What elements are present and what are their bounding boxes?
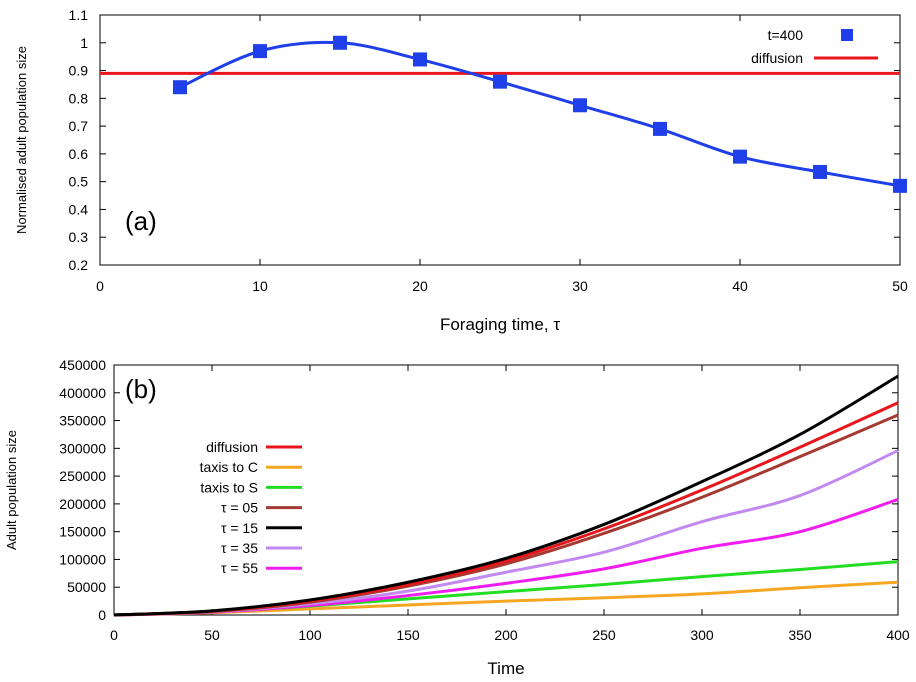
series-line--15 xyxy=(113,374,899,617)
y-tick-label: 0.7 xyxy=(69,118,89,134)
panel-b-label: (b) xyxy=(125,374,157,404)
legend-label: τ = 35 xyxy=(221,540,258,556)
y-tick-label: 400000 xyxy=(59,385,106,401)
data-point-t400 xyxy=(813,164,827,179)
legend-label: diffusion xyxy=(206,439,258,455)
data-point-t400 xyxy=(333,35,347,50)
y-tick-label: 150000 xyxy=(59,524,106,540)
x-tick-label: 200 xyxy=(494,627,518,643)
y-tick-label: 0.3 xyxy=(69,229,89,245)
y-tick-label: 0.5 xyxy=(69,174,89,190)
panel-a-x-ticks: 0 10 20 30 40 50 xyxy=(96,15,908,294)
data-point-t400 xyxy=(733,149,747,164)
y-tick-label: 0.8 xyxy=(69,90,89,106)
panel-b: 0 50 100 150 200 250 300 350 400 0 50000 100000 150… xyxy=(4,357,910,678)
legend-label-diffusion-a: diffusion xyxy=(751,50,803,66)
panel-a-markers xyxy=(173,35,907,193)
panel-a-label: (a) xyxy=(125,206,157,236)
panel-a-y-ticks: 0.2 0.3 0.4 0.5 0.6 0.7 0.8 0.9 1 1.1 xyxy=(69,7,900,273)
data-point-t400 xyxy=(253,44,267,59)
x-tick-label: 10 xyxy=(252,278,268,294)
x-tick-label: 0 xyxy=(96,278,104,294)
y-tick-label: 250000 xyxy=(59,468,106,484)
x-tick-label: 50 xyxy=(892,278,908,294)
y-tick-label: 0.2 xyxy=(69,257,89,273)
panel-b-y-ticks: 0 50000 100000 150000 200000 250000 300000 3500… xyxy=(59,357,898,623)
legend-label: τ = 55 xyxy=(221,560,258,576)
panel-b-x-ticks: 0 50 100 150 200 250 300 350 400 xyxy=(110,365,910,643)
data-point-t400 xyxy=(653,121,667,136)
panel-a-plot-frame xyxy=(99,14,901,266)
panel-a-legend: t=400 diffusion xyxy=(751,27,878,66)
y-tick-label: 0 xyxy=(98,607,106,623)
y-tick-label: 350000 xyxy=(59,413,106,429)
y-tick-label: 1 xyxy=(80,35,88,51)
y-tick-label: 0.9 xyxy=(69,63,89,79)
x-tick-label: 20 xyxy=(412,278,428,294)
y-tick-label: 0.4 xyxy=(69,201,89,217)
series-line-t400 xyxy=(179,40,901,188)
panel-b-series xyxy=(113,374,899,617)
y-tick-label: 0.6 xyxy=(69,146,89,162)
x-tick-label: 350 xyxy=(788,627,812,643)
y-tick-label: 50000 xyxy=(67,579,106,595)
x-tick-label: 250 xyxy=(592,627,616,643)
data-point-t400 xyxy=(413,52,427,67)
y-tick-label: 450000 xyxy=(59,357,106,373)
legend-label: τ = 05 xyxy=(221,500,258,516)
legend-label: τ = 15 xyxy=(221,520,258,536)
data-point-t400 xyxy=(893,178,907,193)
panel-a: 0 10 20 30 40 50 0.2 0.3 0.4 0.5 0.6 0.7 0.8 0.9 1 1.1… xyxy=(14,7,908,334)
panel-b-xlabel: Time xyxy=(487,659,524,678)
x-tick-label: 50 xyxy=(204,627,220,643)
y-tick-label: 100000 xyxy=(59,551,106,567)
y-tick-label: 300000 xyxy=(59,440,106,456)
panel-a-series xyxy=(100,40,901,188)
data-point-t400 xyxy=(493,74,507,89)
x-tick-label: 150 xyxy=(396,627,420,643)
x-tick-label: 100 xyxy=(298,627,322,643)
x-tick-label: 300 xyxy=(690,627,714,643)
x-tick-label: 0 xyxy=(110,627,118,643)
panel-a-ylabel: Normalised adult population size xyxy=(14,46,29,234)
panel-a-xlabel: Foraging time, τ xyxy=(440,315,560,334)
legend-label: taxis to C xyxy=(200,459,258,475)
legend-label-t400: t=400 xyxy=(768,27,804,43)
y-tick-label: 200000 xyxy=(59,496,106,512)
x-tick-label: 400 xyxy=(886,627,910,643)
panel-b-ylabel: Adult population size xyxy=(4,430,19,550)
panel-b-legend: diffusion taxis to C taxis to S τ = 05 τ = 1… xyxy=(200,439,302,576)
legend-marker-t400 xyxy=(841,29,853,41)
x-tick-label: 40 xyxy=(732,278,748,294)
y-tick-label: 1.1 xyxy=(69,7,89,23)
x-tick-label: 30 xyxy=(572,278,588,294)
data-point-t400 xyxy=(573,98,587,113)
legend-label: taxis to S xyxy=(200,479,258,495)
data-point-t400 xyxy=(173,80,187,95)
